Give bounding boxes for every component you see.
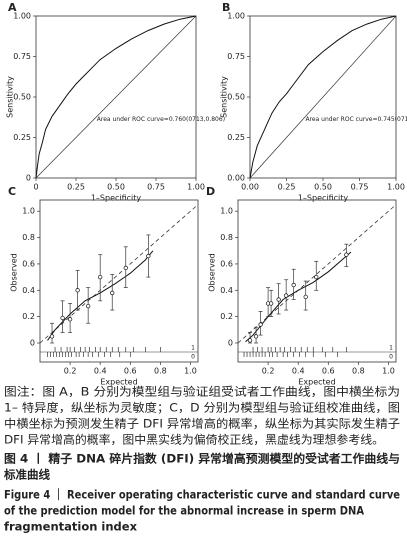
auc-annotation: Area under ROC curve=0.760(0713,0.806): [97, 116, 225, 123]
y-tick-label: 1.00: [227, 12, 245, 21]
x-tick-label: 0.00: [241, 183, 259, 192]
observed-point: [303, 294, 308, 300]
caption-title-cn: 图 4 丨 精子 DNA 碎片指数 (DFI) 异常增高预测模型的受试者工作曲线…: [4, 452, 400, 466]
caption-title-en: fragmentation index: [4, 520, 138, 534]
x-tick-label: 1.0: [184, 367, 197, 376]
x-tick-label: 0.75: [351, 183, 369, 192]
x-tick-label: 0: [33, 183, 38, 192]
observed-point: [276, 297, 281, 302]
x-tick-label: 0.50: [314, 183, 332, 192]
y-tick-label: 0.75: [13, 52, 31, 61]
reference-diagonal: [35, 15, 197, 179]
y-tick-label: 1.00: [13, 12, 31, 21]
y-tick-label: 0.4: [220, 286, 233, 295]
x-tick-label: 0.4: [292, 367, 305, 376]
y-tick-label: 0.25: [227, 133, 245, 142]
x-tick-label: 0.2: [64, 367, 77, 376]
x-tick-label: 0.8: [352, 367, 365, 376]
y-tick-label: 1.0: [22, 207, 35, 216]
observed-point: [344, 252, 349, 257]
x-tick-label: 0.8: [154, 367, 167, 376]
x-tick-label: 1.00: [387, 183, 405, 192]
observed-point: [98, 274, 103, 280]
observed-point: [60, 315, 65, 321]
observed-point: [268, 301, 274, 306]
rug-label: 1: [389, 345, 393, 352]
y-tick-label: 0.8: [22, 233, 35, 242]
y-tick-label: 0.6: [22, 259, 35, 268]
x-tick-label: 0.25: [67, 183, 85, 192]
x-tick-label: 0.25: [278, 183, 296, 192]
observed-point: [67, 317, 73, 322]
rug-label: 0: [389, 354, 393, 361]
x-tick-label: 1.0: [382, 367, 395, 376]
caption-note: 1– 特异度，纵坐标为灵敏度；C，D 分别为模型组与验证组校准曲线，图: [4, 401, 400, 415]
caption-title-en: of the prediction model for the abnormal…: [4, 504, 364, 518]
x-tick-label: 0.50: [107, 183, 125, 192]
x-axis-label: 1–Specificity: [298, 194, 349, 203]
observed-point: [146, 253, 151, 259]
observed-point: [110, 290, 115, 296]
observed-point: [284, 293, 289, 298]
x-axis-label: 1–Specificity: [91, 194, 142, 203]
observed-point: [86, 303, 91, 309]
roc-curve: [249, 15, 397, 179]
bias-corrected-line: [245, 251, 352, 343]
y-tick-label: 0.2: [22, 312, 35, 321]
ideal-line: [237, 204, 397, 344]
x-axis-label: Expected: [298, 378, 335, 387]
caption-note: 中横坐标为预测发生精子 DFI 异常增高的概率，纵坐标为其实际发生精子: [4, 417, 400, 431]
caption-title-en: Figure 4 ｜ Receiver operating characteri…: [4, 488, 400, 502]
caption-title-cn: 标准曲线: [3, 468, 50, 482]
ideal-line: [39, 204, 199, 344]
plot-frame: [39, 199, 199, 363]
y-tick-label: 0.2: [220, 312, 233, 321]
roc-curve: [35, 15, 197, 179]
y-tick-label: 1.0: [220, 207, 233, 216]
caption-note: 图注：图 A，B 分别为模型组与验证组受试者工作曲线，图中横坐标为: [4, 385, 400, 399]
y-tick-label: 0.50: [13, 93, 31, 102]
observed-point: [49, 334, 55, 339]
reference-diagonal: [249, 15, 397, 179]
plot-frame: [237, 199, 397, 363]
y-tick-label: 0: [228, 339, 233, 348]
auc-annotation: Area under ROC curve=0.745(0714,0.776): [305, 116, 407, 123]
y-axis-label: Observed: [208, 253, 217, 292]
observed-point: [253, 334, 259, 339]
y-axis-label: Sensitivity: [220, 76, 229, 118]
y-tick-label: 0.75: [227, 52, 245, 61]
observed-point: [314, 274, 319, 280]
panel-label: C: [8, 185, 16, 198]
x-tick-label: 0.4: [94, 367, 107, 376]
y-tick-label: 0.6: [220, 259, 233, 268]
y-tick-label: 0: [30, 339, 35, 348]
panel-label: A: [8, 1, 17, 14]
y-tick-label: 0.00: [227, 174, 245, 183]
y-tick-label: 0.4: [22, 286, 35, 295]
observed-point: [75, 288, 80, 293]
x-tick-label: 1.00: [187, 183, 205, 192]
observed-point: [258, 322, 263, 327]
observed-point: [291, 282, 296, 288]
panel-label: D: [206, 185, 215, 198]
y-tick-label: 0: [26, 174, 31, 183]
rug-label: 0: [191, 354, 195, 361]
panel-label: B: [222, 1, 230, 14]
y-axis-label: Observed: [10, 253, 19, 292]
x-tick-label: 0.75: [147, 183, 165, 192]
x-axis-label: Expected: [100, 378, 137, 387]
x-tick-label: 0.6: [322, 367, 335, 376]
observed-point: [247, 338, 253, 343]
y-tick-label: 0.8: [220, 233, 233, 242]
caption-note: DFI 异常增高的概率，图中黑实线为偏倚校正线，黑虚线为理想参考线。: [4, 433, 384, 447]
y-axis-label: Sensitivity: [6, 76, 15, 118]
x-tick-label: 0.2: [262, 367, 275, 376]
y-tick-label: 0.50: [227, 93, 245, 102]
x-tick-label: 0.6: [124, 367, 137, 376]
observed-point: [123, 265, 128, 271]
rug-label: 1: [191, 345, 195, 352]
y-tick-label: 0.25: [13, 133, 31, 142]
